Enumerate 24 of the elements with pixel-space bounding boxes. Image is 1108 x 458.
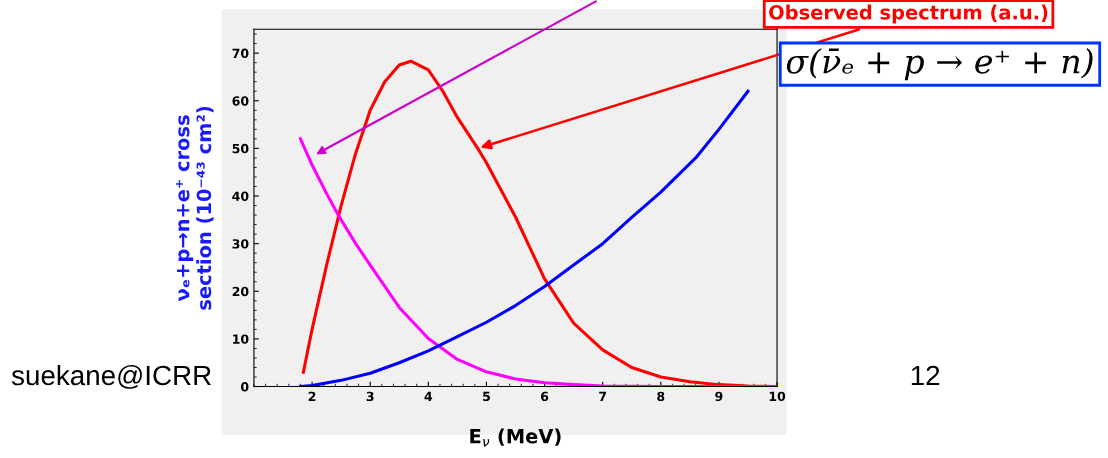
y-tick-label: 50 [232,143,249,154]
y-tick-label: 10 [233,334,249,344]
y-tick-label: 20 [232,286,249,297]
x-tick-label: 3 [366,391,374,402]
x-tick-label: 8 [657,391,665,402]
y-tick-label: 0 [240,382,249,392]
x-tick-label: 5 [483,391,490,402]
x-tick-label: 7 [599,391,607,401]
y-tick-label: 60 [232,96,249,106]
y-tick-label: 30 [232,239,249,249]
y-tick-label: 40 [232,191,249,201]
x-tick-label: 4 [424,391,433,401]
x-tick-label: 6 [540,391,549,402]
text: 12 [911,365,940,386]
annotation: Observed spectrum (a.u.) [769,4,1048,24]
x-tick-label: 9 [715,391,723,402]
y-axis-title: νₑ+p→n+e⁺ cross section (10⁻⁴³ cm²) [176,106,214,310]
x-tick-label: 2 [308,391,316,401]
y-tick-label: 70 [232,48,249,59]
text: suekane@ICRR [11,364,211,389]
line-series [298,137,778,387]
x-tick-label: 10 [769,391,786,402]
text: σ(ν̄ₑ + p → e⁺ + n) [786,47,1093,81]
x-axis-title: E$_{ν}$ (MeV) [470,428,561,447]
